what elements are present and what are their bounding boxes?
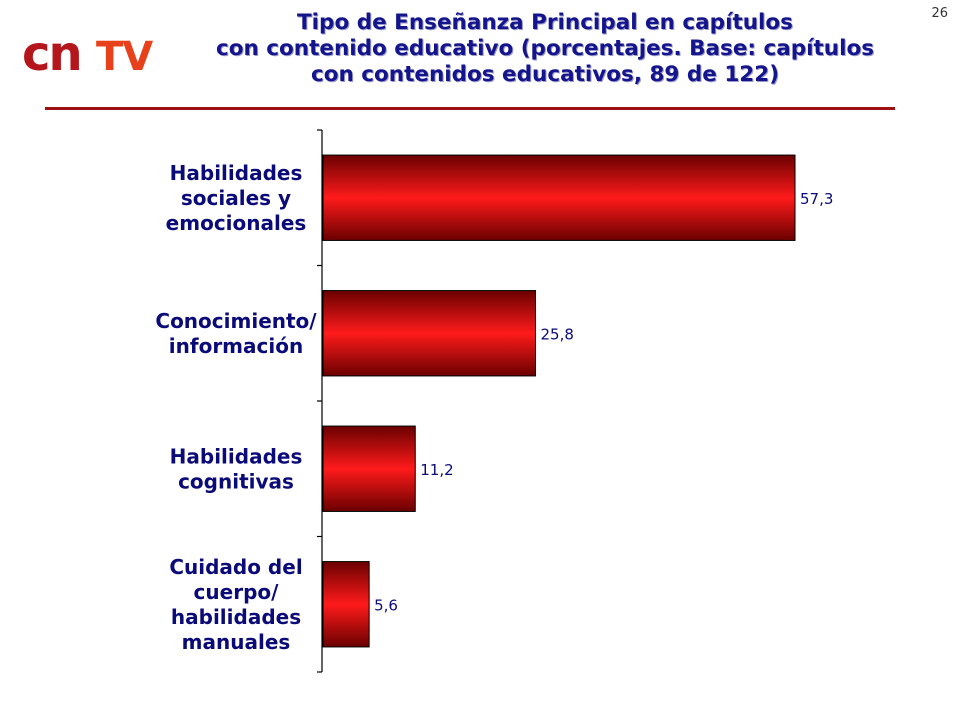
bar xyxy=(322,290,537,377)
category-label: cuerpo/ xyxy=(194,580,280,604)
logo-tv: TV xyxy=(96,34,153,80)
category-label: Cuidado del xyxy=(169,555,302,579)
category-label: Habilidades xyxy=(170,161,303,185)
bar-value-label: 57,3 xyxy=(800,190,833,208)
bar xyxy=(322,154,796,241)
category-label: habilidades xyxy=(171,605,301,629)
slide-number: 26 xyxy=(931,6,948,21)
bar-value-label: 25,8 xyxy=(541,325,574,343)
title-line-1: Tipo de Enseñanza Principal en capítulos xyxy=(297,10,793,35)
bar xyxy=(322,425,416,512)
title-divider xyxy=(45,107,895,110)
bar xyxy=(322,561,370,648)
category-label: manuales xyxy=(182,630,291,654)
bar-value-label: 5,6 xyxy=(374,596,398,614)
category-label: emocionales xyxy=(166,211,307,235)
title-line-3: con contenidos educativos, 89 de 122) xyxy=(310,62,780,87)
category-label: sociales y xyxy=(181,186,291,210)
chart-title: Tipo de Enseñanza Principal en capítulos… xyxy=(170,10,920,88)
category-label: Habilidades xyxy=(170,444,303,468)
logo-cn: cn xyxy=(22,28,81,80)
category-label: Conocimiento/ xyxy=(155,309,317,333)
category-label: cognitivas xyxy=(178,469,294,493)
title-line-2: con contenido educativo (porcentajes. Ba… xyxy=(215,36,875,61)
category-label: información xyxy=(169,334,303,358)
bar-value-label: 11,2 xyxy=(420,461,453,479)
cntv-logo: cn TV xyxy=(22,28,154,80)
